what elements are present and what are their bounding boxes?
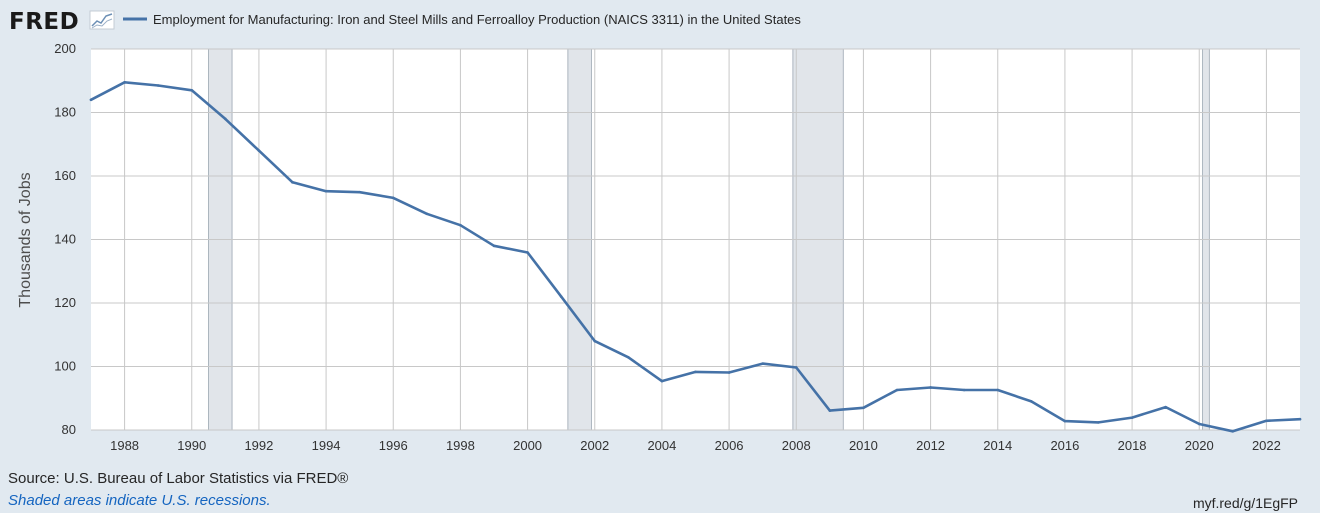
data-point — [1097, 421, 1100, 424]
data-point — [257, 149, 261, 152]
data-point — [1030, 400, 1033, 403]
x-tick-label: 2012 — [916, 438, 945, 453]
x-tick-label: 1992 — [244, 438, 273, 453]
data-point — [593, 339, 597, 343]
y-axis-ticks: 80 100 120 140 160 180 200 — [54, 41, 76, 437]
chart-title: Employment for Manufacturing: Iron and S… — [153, 12, 801, 27]
data-point — [291, 181, 294, 184]
data-point — [1265, 419, 1268, 423]
y-tick-label: 200 — [54, 41, 76, 56]
x-tick-label: 2008 — [782, 438, 811, 453]
data-point — [526, 251, 529, 254]
data-point — [492, 244, 496, 248]
data-point — [391, 196, 395, 200]
data-point — [1298, 417, 1302, 421]
data-point — [1164, 405, 1167, 409]
y-tick-label: 160 — [54, 168, 76, 183]
data-point — [627, 355, 630, 359]
series-lines — [89, 81, 1302, 433]
x-tick-label: 2018 — [1118, 438, 1147, 453]
x-tick-label: 1994 — [312, 438, 341, 453]
data-point — [962, 388, 966, 392]
data-point — [190, 88, 194, 92]
short-url-link[interactable]: myf.red/g/1EgFP — [1192, 495, 1298, 511]
data-point — [794, 366, 798, 369]
data-point — [727, 371, 731, 374]
data-point — [1063, 419, 1067, 423]
data-point — [929, 386, 932, 389]
data-point — [660, 379, 664, 383]
data-point — [1197, 422, 1201, 426]
x-tick-label: 2006 — [715, 438, 744, 453]
recession-note: Shaded areas indicate U.S. recessions. — [8, 492, 271, 509]
fred-logo-text: FRED — [9, 9, 79, 35]
data-point — [828, 409, 832, 412]
data-point — [1130, 416, 1134, 419]
source-note: Source: U.S. Bureau of Labor Statistics … — [8, 470, 349, 487]
data-point — [425, 212, 429, 216]
y-tick-label: 100 — [54, 359, 76, 374]
x-tick-label: 2002 — [580, 438, 609, 453]
y-axis-label: Thousands of Jobs — [17, 172, 34, 307]
x-tick-label: 2004 — [647, 438, 676, 453]
legend: Employment for Manufacturing: Iron and S… — [123, 12, 801, 27]
x-tick-label: 2020 — [1185, 438, 1214, 453]
data-point — [1231, 429, 1235, 433]
data-point — [123, 81, 126, 84]
x-tick-label: 1996 — [379, 438, 408, 453]
x-axis-ticks: 1988 1990 1992 1994 1996 1998 2000 2002 2004 2006… — [110, 438, 1281, 453]
data-point — [459, 223, 462, 227]
data-point — [559, 295, 563, 298]
fred-sparkline-icon — [89, 10, 115, 30]
y-tick-label: 140 — [54, 232, 76, 247]
data-point — [89, 98, 93, 102]
fred-logo[interactable]: FRED — [9, 9, 115, 35]
y-tick-label: 80 — [62, 422, 76, 437]
data-point — [324, 189, 328, 193]
x-tick-label: 2010 — [849, 438, 878, 453]
x-tick-label: 1988 — [110, 438, 139, 453]
grid-lines — [91, 48, 1300, 431]
data-point — [862, 406, 865, 410]
x-tick-label: 2000 — [513, 438, 542, 453]
data-point — [895, 388, 899, 392]
data-point — [694, 370, 697, 374]
x-tick-label: 2014 — [983, 438, 1012, 453]
data-point — [156, 84, 160, 87]
x-tick-label: 2016 — [1050, 438, 1079, 453]
y-tick-label: 180 — [54, 105, 76, 120]
y-tick-label: 120 — [54, 295, 76, 310]
x-tick-label: 1998 — [446, 438, 475, 453]
data-point — [996, 388, 1000, 392]
data-point — [358, 190, 361, 194]
x-tick-label: 2022 — [1252, 438, 1281, 453]
data-point — [761, 362, 764, 365]
x-tick-label: 1990 — [177, 438, 206, 453]
data-point — [224, 117, 227, 121]
